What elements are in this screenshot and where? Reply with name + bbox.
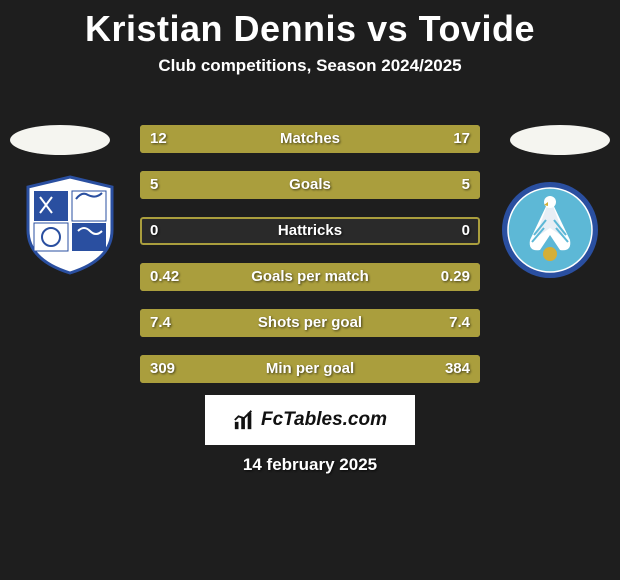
stat-value-right: 7.4	[449, 309, 470, 337]
stat-label: Hattricks	[140, 217, 480, 245]
stat-value-left: 7.4	[150, 309, 171, 337]
page-title: Kristian Dennis vs Tovide	[0, 0, 620, 50]
stat-value-left: 0	[150, 217, 158, 245]
stat-row: Shots per goal7.4 7.4	[140, 309, 480, 337]
stat-row: Goals per match0.42 0.29	[140, 263, 480, 291]
stat-label: Shots per goal	[140, 309, 480, 337]
stat-label: Goals per match	[140, 263, 480, 291]
chart-icon	[233, 409, 255, 431]
tranmere-crest-icon	[20, 175, 120, 275]
stat-row: Matches12 17	[140, 125, 480, 153]
club-crest-left	[20, 175, 120, 275]
stat-value-right: 5	[462, 171, 470, 199]
stat-value-left: 12	[150, 125, 167, 153]
stat-label: Matches	[140, 125, 480, 153]
stat-value-right: 0.29	[441, 263, 470, 291]
stat-label: Goals	[140, 171, 480, 199]
stat-row: Goals5 5	[140, 171, 480, 199]
shadow-ellipse-right	[510, 125, 610, 155]
stat-value-left: 5	[150, 171, 158, 199]
branding-box: FcTables.com	[205, 395, 415, 445]
stats-container: Matches12 17 Goals5 5 Hattricks0 0 Goals per m…	[140, 125, 480, 401]
stat-row: Min per goal309 384	[140, 355, 480, 383]
shadow-ellipse-left	[10, 125, 110, 155]
stat-row: Hattricks0 0	[140, 217, 480, 245]
date-text: 14 february 2025	[243, 455, 377, 475]
stat-value-left: 309	[150, 355, 175, 383]
stat-label: Min per goal	[140, 355, 480, 383]
stat-value-right: 0	[462, 217, 470, 245]
stat-value-left: 0.42	[150, 263, 179, 291]
colchester-crest-icon	[500, 180, 600, 280]
page-subtitle: Club competitions, Season 2024/2025	[0, 56, 620, 76]
branding-text: FcTables.com	[261, 409, 387, 431]
stat-value-right: 17	[453, 125, 470, 153]
stat-value-right: 384	[445, 355, 470, 383]
club-crest-right	[500, 180, 600, 280]
